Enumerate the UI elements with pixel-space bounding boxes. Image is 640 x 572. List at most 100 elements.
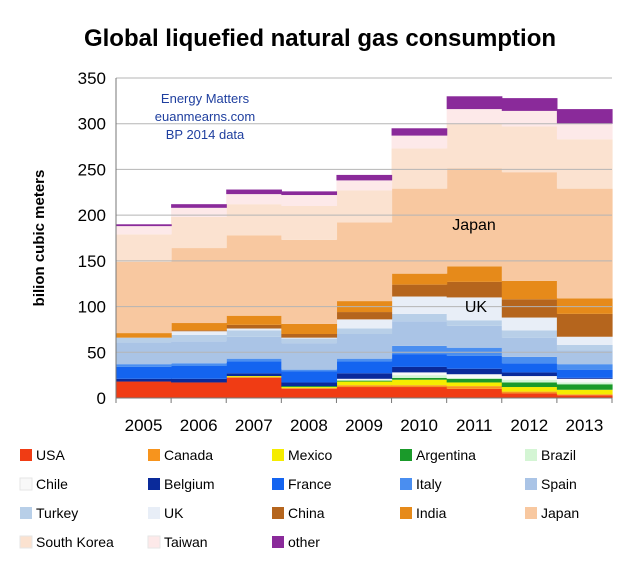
legend-item-india: India [400,505,447,521]
legend-swatch [20,449,32,461]
legend-item-taiwan: Taiwan [147,534,208,550]
area-segment [116,226,172,235]
y-tick-label: 300 [78,115,106,134]
legend-item-chile: Chile [19,476,68,492]
legend-label: Italy [416,476,442,492]
area-segment [281,387,338,388]
area-segment [171,248,227,324]
area-segment [171,382,227,398]
area-segment [116,234,172,262]
area-segment [336,378,393,380]
area-segment [336,180,393,191]
area-segment [501,363,558,373]
series-usa [116,377,613,398]
y-tick-label: 150 [78,252,106,271]
area-segment [281,323,338,334]
area-segment [446,325,503,348]
x-tick-label: 2010 [400,416,438,435]
area-segment [391,128,448,136]
area-segment [446,388,503,398]
area-segment [391,135,448,149]
annotation-japan: Japan [452,217,496,234]
legend-label: Mexico [288,447,333,463]
area-segment [281,195,338,206]
series-france [116,354,613,383]
area-segment [336,385,393,388]
area-segment [281,334,338,338]
legend-item-turkey: Turkey [20,505,78,521]
area-segment [281,191,338,196]
x-tick-label: 2008 [290,416,328,435]
area-segment [391,379,448,386]
legend-label: South Korea [36,534,114,550]
area-segment [281,371,338,383]
area-segment [116,378,172,382]
area-segment [336,312,393,320]
legend-item-brazil: Brazil [525,447,576,463]
area-segment [556,350,613,365]
area-segment [226,194,282,205]
area-segment [281,387,338,389]
area-segment [556,139,613,189]
legend-label: Japan [541,505,579,521]
area-segment [336,381,393,386]
gridlines [116,77,612,353]
area-segment [391,188,448,274]
legend-item-canada: Canada [148,447,213,463]
series-canada [226,376,613,396]
legend-swatch [272,536,284,548]
area-segment [446,96,503,110]
area-segment [171,207,227,217]
legend-item-uk: UK [148,505,184,521]
area-segment [281,386,338,388]
area-segment [281,338,338,344]
area-segment [226,315,282,325]
legend-swatch [147,535,161,549]
series-other [116,96,613,227]
area-segment [501,376,558,380]
legend-item-spain: Spain [525,476,577,492]
x-tick-label: 2011 [456,416,493,435]
legend-label: Chile [36,476,68,492]
x-tick-label: 2005 [125,416,163,435]
legend-swatch [20,507,32,519]
legend-item-france: France [272,476,332,492]
series-turkey [116,313,613,351]
x-tick-label: 2006 [180,416,218,435]
area-segment [556,123,613,140]
area-segment [446,355,503,369]
legend-item-south-korea: South Korea [19,534,114,550]
area-segment [391,148,448,189]
legend-label: Spain [541,476,577,492]
area-segment [446,109,503,124]
area-segment [391,377,448,380]
area-segment [501,330,558,338]
area-segment [116,337,172,343]
area-segment [501,387,558,392]
area-segment [171,204,227,208]
area-segment [556,364,613,370]
legend: USA Canada Mexico Argentina Brazil Chile Belgi… [19,447,579,550]
series-belgium [116,366,613,387]
area-segment [501,317,558,331]
area-segment [226,358,282,362]
area-segment [391,385,448,388]
area-segment [556,395,613,398]
annotation-uk: UK [465,299,488,316]
y-tick-label: 350 [78,69,106,88]
legend-item-usa: USA [20,447,65,463]
area-segment [336,222,393,302]
legend-label: UK [164,505,184,521]
area-segment [446,320,503,326]
source-note-line-3: BP 2014 data [166,127,245,142]
area-segment [116,364,172,367]
area-segment [116,381,172,398]
legend-swatch [525,507,537,519]
legend-label: Canada [164,447,213,463]
area-segment [501,393,558,398]
series-uk [171,296,613,345]
x-tick-label: 2012 [510,416,548,435]
area-segment [446,378,503,383]
area-segment [391,375,448,378]
